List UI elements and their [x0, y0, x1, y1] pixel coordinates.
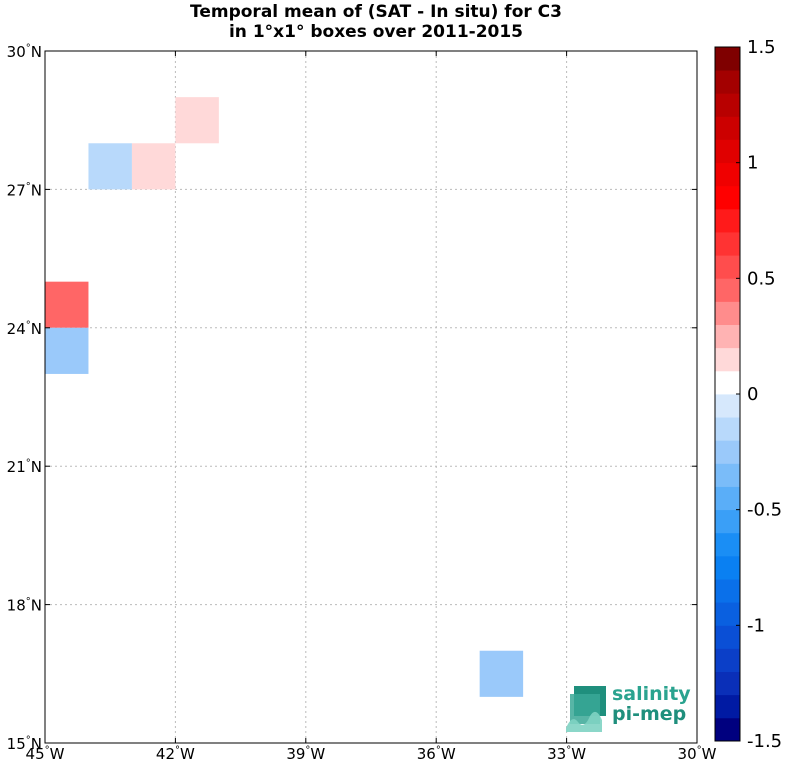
- colorbar-segment: [715, 116, 740, 140]
- colorbar-segment: [715, 717, 740, 742]
- colorbar-tick-label: 1.5: [747, 37, 776, 58]
- colorbar-segment: [715, 486, 740, 511]
- x-tick-label: 45°W: [26, 745, 65, 763]
- colorbar-segment: [715, 278, 740, 302]
- heatmap-cell: [479, 650, 524, 697]
- x-tick-label: 33°W: [547, 745, 586, 763]
- colorbar: 1.5 1 0.5 0 -0.5 -1 -1.5: [714, 37, 782, 752]
- colorbar-segment: [715, 139, 740, 164]
- colorbar-segment: [715, 555, 740, 580]
- colorbar-segment: [715, 47, 740, 71]
- colorbar-tick-label: 0: [747, 384, 758, 405]
- logo-text-salinity: salinity: [612, 683, 691, 705]
- colorbar-segment: [715, 162, 740, 187]
- colorbar-tick-label: -1: [747, 615, 765, 636]
- y-tick-label: 30°N: [7, 43, 42, 61]
- colorbar-segment: [715, 324, 740, 349]
- logo-text-pimep: pi-mep: [612, 703, 687, 725]
- axes: 45°W 42°W 39°W 36°W 33°W 30°W 30°N 27°N 24°N 21°N…: [7, 43, 717, 763]
- y-tick-label: 15°N: [7, 735, 42, 753]
- colorbar-segment: [715, 694, 740, 719]
- heatmap-cell: [88, 143, 132, 190]
- colorbar-segment: [715, 232, 740, 256]
- colorbar-tick-label: -0.5: [747, 500, 782, 521]
- heatmap-cell: [45, 327, 89, 374]
- colorbar-segment: [715, 671, 740, 696]
- heatmap-cells: [45, 97, 524, 697]
- y-tick-label: 27°N: [7, 181, 42, 199]
- x-tick-label: 30°W: [678, 745, 717, 763]
- chart-title: Temporal mean of (SAT - In situ) for C3: [190, 2, 562, 22]
- x-tick-label: 42°W: [156, 745, 195, 763]
- salinity-pimep-logo: salinity pi-mep: [566, 684, 696, 732]
- colorbar-segment: [715, 463, 740, 487]
- colorbar-tick-label: 0.5: [747, 268, 776, 289]
- x-tick-label: 36°W: [417, 745, 456, 763]
- colorbar-segment: [715, 255, 740, 279]
- colorbar-segment: [715, 347, 740, 372]
- colorbar-segment: [715, 70, 740, 94]
- y-tick-label: 24°N: [7, 320, 42, 338]
- colorbar-segment: [715, 509, 740, 534]
- colorbar-tick-label: 1: [747, 153, 758, 174]
- colorbar-segment: [715, 440, 740, 464]
- colorbar-segment: [715, 93, 740, 117]
- colorbar-segment: [715, 370, 740, 395]
- y-tick-label: 18°N: [7, 597, 42, 615]
- colorbar-segment: [715, 301, 740, 325]
- heatmap-cell: [45, 281, 89, 328]
- chart-subtitle: in 1°x1° boxes over 2011-2015: [228, 22, 524, 42]
- colorbar-segment: [715, 532, 740, 557]
- colorbar-tick-label: -1.5: [747, 731, 782, 752]
- colorbar-segment: [715, 625, 740, 649]
- x-tick-label: 39°W: [286, 745, 325, 763]
- colorbar-segment: [715, 579, 740, 603]
- y-tick-label: 21°N: [7, 458, 42, 476]
- heatmap-cell: [175, 97, 219, 144]
- colorbar-segment: [715, 394, 740, 418]
- wave-logo-icon: [566, 686, 606, 732]
- colorbar-segment: [715, 417, 740, 441]
- colorbar-segment: [715, 648, 740, 672]
- heatmap-cell: [131, 143, 176, 190]
- plot-frame: [44, 50, 698, 744]
- colorbar-segment: [715, 185, 740, 210]
- grid: [45, 51, 697, 743]
- colorbar-segment: [715, 208, 740, 233]
- colorbar-segment: [715, 602, 740, 626]
